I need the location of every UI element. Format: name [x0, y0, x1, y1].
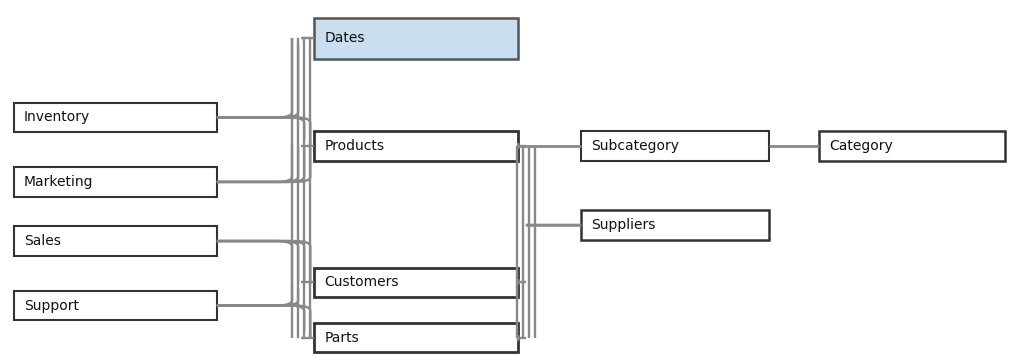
Text: Sales: Sales [23, 234, 60, 248]
Text: Category: Category [829, 139, 894, 153]
Text: Suppliers: Suppliers [591, 218, 655, 232]
Text: Parts: Parts [324, 331, 360, 345]
Text: Subcategory: Subcategory [591, 139, 679, 153]
FancyBboxPatch shape [315, 268, 518, 297]
FancyBboxPatch shape [819, 131, 1006, 161]
FancyBboxPatch shape [581, 210, 768, 240]
FancyBboxPatch shape [315, 323, 518, 352]
Text: Dates: Dates [324, 31, 365, 45]
Text: Support: Support [23, 299, 78, 313]
Text: Inventory: Inventory [23, 110, 90, 125]
FancyBboxPatch shape [315, 18, 518, 59]
FancyBboxPatch shape [315, 131, 518, 161]
FancyBboxPatch shape [13, 291, 217, 320]
FancyBboxPatch shape [13, 103, 217, 132]
FancyBboxPatch shape [13, 226, 217, 256]
Text: Products: Products [324, 139, 384, 153]
FancyBboxPatch shape [13, 167, 217, 197]
FancyBboxPatch shape [581, 131, 768, 161]
Text: Marketing: Marketing [23, 175, 94, 189]
Text: Customers: Customers [324, 275, 399, 289]
